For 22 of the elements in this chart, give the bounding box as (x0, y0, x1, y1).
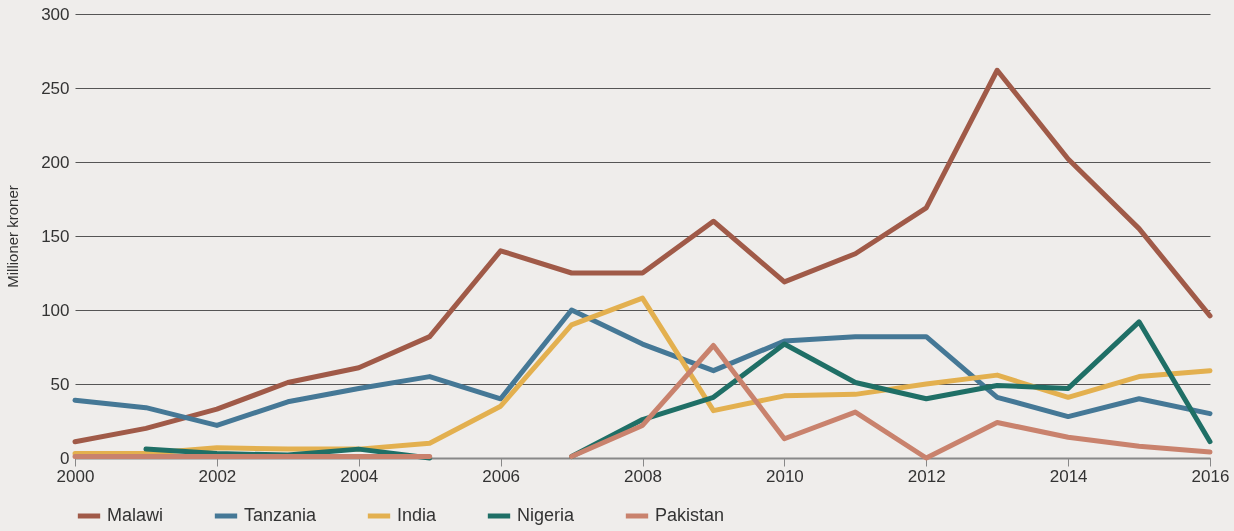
legend-label: Nigeria (517, 505, 576, 525)
y-tick-label: 150 (41, 226, 70, 246)
y-tick-label: 250 (41, 78, 70, 98)
x-tick-label: 2010 (765, 466, 804, 486)
x-tick-label: 2000 (56, 466, 95, 486)
legend-label: Tanzania (244, 505, 318, 525)
x-tick-label: 2004 (340, 466, 379, 486)
x-tick-label: 2016 (1191, 466, 1230, 486)
x-tick-label: 2014 (1049, 466, 1088, 486)
legend-label: Malawi (107, 505, 164, 525)
x-tick-label: 2012 (907, 466, 946, 486)
y-axis-title: Millioner kroner (4, 185, 22, 288)
y-tick-label: 0 (60, 448, 70, 468)
x-tick-label: 2002 (198, 466, 237, 486)
y-tick-label: 50 (50, 374, 70, 394)
y-tick-label: 200 (41, 152, 70, 172)
y-tick-label: 100 (41, 300, 70, 320)
x-tick-label: 2006 (482, 466, 521, 486)
y-tick-label: 300 (41, 4, 70, 24)
legend-label: India (397, 505, 438, 525)
x-tick-label: 2008 (624, 466, 662, 486)
legend-label: Pakistan (655, 505, 725, 525)
